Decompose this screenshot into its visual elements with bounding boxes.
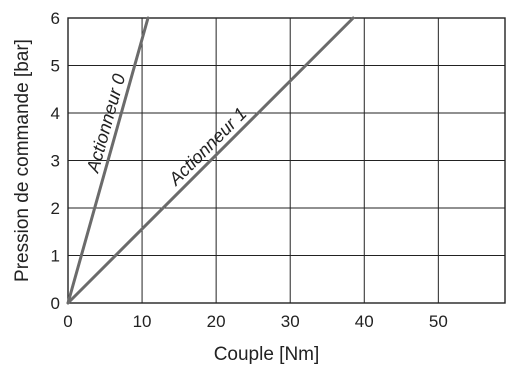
y-tick-label: 6: [51, 9, 60, 28]
x-tick-label: 20: [207, 312, 226, 331]
series-line-1: [66, 16, 355, 305]
grid: [68, 18, 505, 303]
y-tick-label: 3: [51, 152, 60, 171]
y-tick-label: 5: [51, 57, 60, 76]
series-line-0: [66, 16, 150, 305]
x-tick-label: 10: [133, 312, 152, 331]
x-tick-label: 40: [355, 312, 374, 331]
y-tick-labels: 0 1 2 3 4 5 6: [51, 9, 60, 313]
x-tick-label: 50: [429, 312, 448, 331]
plot-frame: [67, 17, 506, 304]
x-tick-label: 30: [281, 312, 300, 331]
series-label-0: Actionneur 0: [82, 72, 129, 176]
x-tick-labels: 0 10 20 30 40 50: [63, 312, 448, 331]
y-tick-label: 0: [51, 294, 60, 313]
y-axis-label: Pression de commande [bar]: [12, 39, 33, 282]
y-tick-label: 1: [51, 247, 60, 266]
series-label-1: Actionneur 1: [164, 104, 250, 190]
x-axis-label: Couple [Nm]: [214, 344, 320, 365]
y-tick-label: 4: [51, 104, 60, 123]
x-tick-label: 0: [63, 312, 72, 331]
y-tick-label: 2: [51, 199, 60, 218]
